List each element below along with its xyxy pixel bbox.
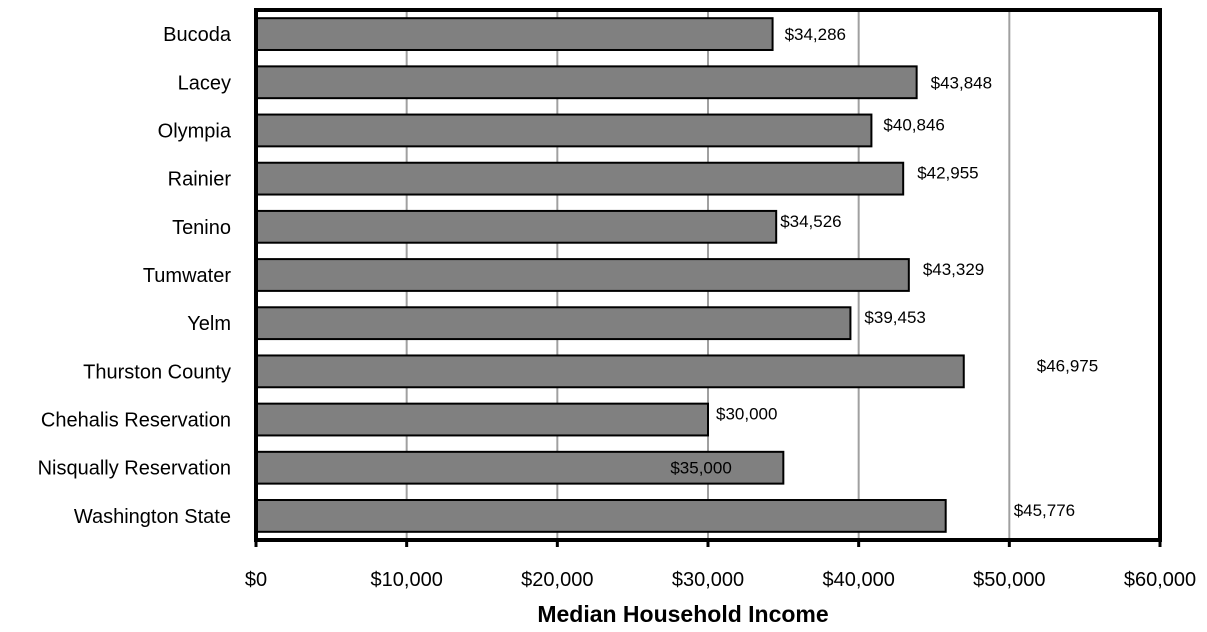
category-labels: Bucoda Lacey Olympia Rainier Tenino Tumwater Y… [38, 24, 232, 528]
x-tick-label: $30,000 [672, 569, 744, 591]
data-label: $39,453 [864, 308, 925, 327]
data-labels: $34,286 $43,848 $40,846 $42,955 $34,526 $43,3… [670, 25, 1098, 520]
data-label: $34,526 [780, 212, 841, 231]
category-label: Lacey [178, 72, 231, 94]
data-label: $43,848 [931, 73, 992, 92]
data-label: $46,975 [1037, 356, 1098, 375]
bar [255, 354, 965, 389]
data-label: $42,955 [917, 164, 978, 183]
category-label: Tenino [172, 217, 231, 239]
category-label: Bucoda [163, 24, 232, 46]
category-label: Thurston County [83, 361, 231, 383]
x-tick-label: $50,000 [973, 569, 1045, 591]
x-tick-label: $40,000 [823, 569, 895, 591]
bar [255, 306, 852, 341]
x-tick-label: $10,000 [371, 569, 443, 591]
category-label: Nisqually Reservation [38, 458, 231, 480]
category-label: Washington State [74, 506, 231, 528]
bar [255, 499, 947, 533]
bar [255, 65, 918, 100]
category-label: Tumwater [143, 265, 232, 287]
category-label: Chehalis Reservation [41, 410, 231, 432]
x-axis-title: Median Household Income [537, 601, 828, 627]
bars [255, 17, 965, 533]
bar [255, 209, 778, 244]
x-axis-ticks: $0 $10,000 $20,000 $30,000 $40,000 $50,000 $60… [245, 540, 1196, 591]
bar [255, 450, 785, 485]
data-label: $43,329 [923, 260, 984, 279]
category-label: Yelm [187, 313, 231, 335]
data-label: $40,846 [883, 115, 944, 134]
data-label: $30,000 [716, 405, 777, 424]
data-label: $45,776 [1014, 501, 1075, 520]
x-tick-label: $0 [245, 569, 267, 591]
bar [255, 402, 709, 437]
category-label: Olympia [158, 120, 232, 142]
bar [255, 161, 905, 196]
data-label: $34,286 [785, 25, 846, 44]
bar [255, 258, 910, 292]
plot-area-frame [254, 8, 1162, 542]
data-label: $35,000 [670, 459, 731, 478]
bar [255, 17, 774, 51]
category-label: Rainier [168, 169, 232, 191]
x-tick-label: $20,000 [521, 569, 593, 591]
bar [255, 113, 873, 148]
x-tick-label: $60,000 [1124, 569, 1196, 591]
